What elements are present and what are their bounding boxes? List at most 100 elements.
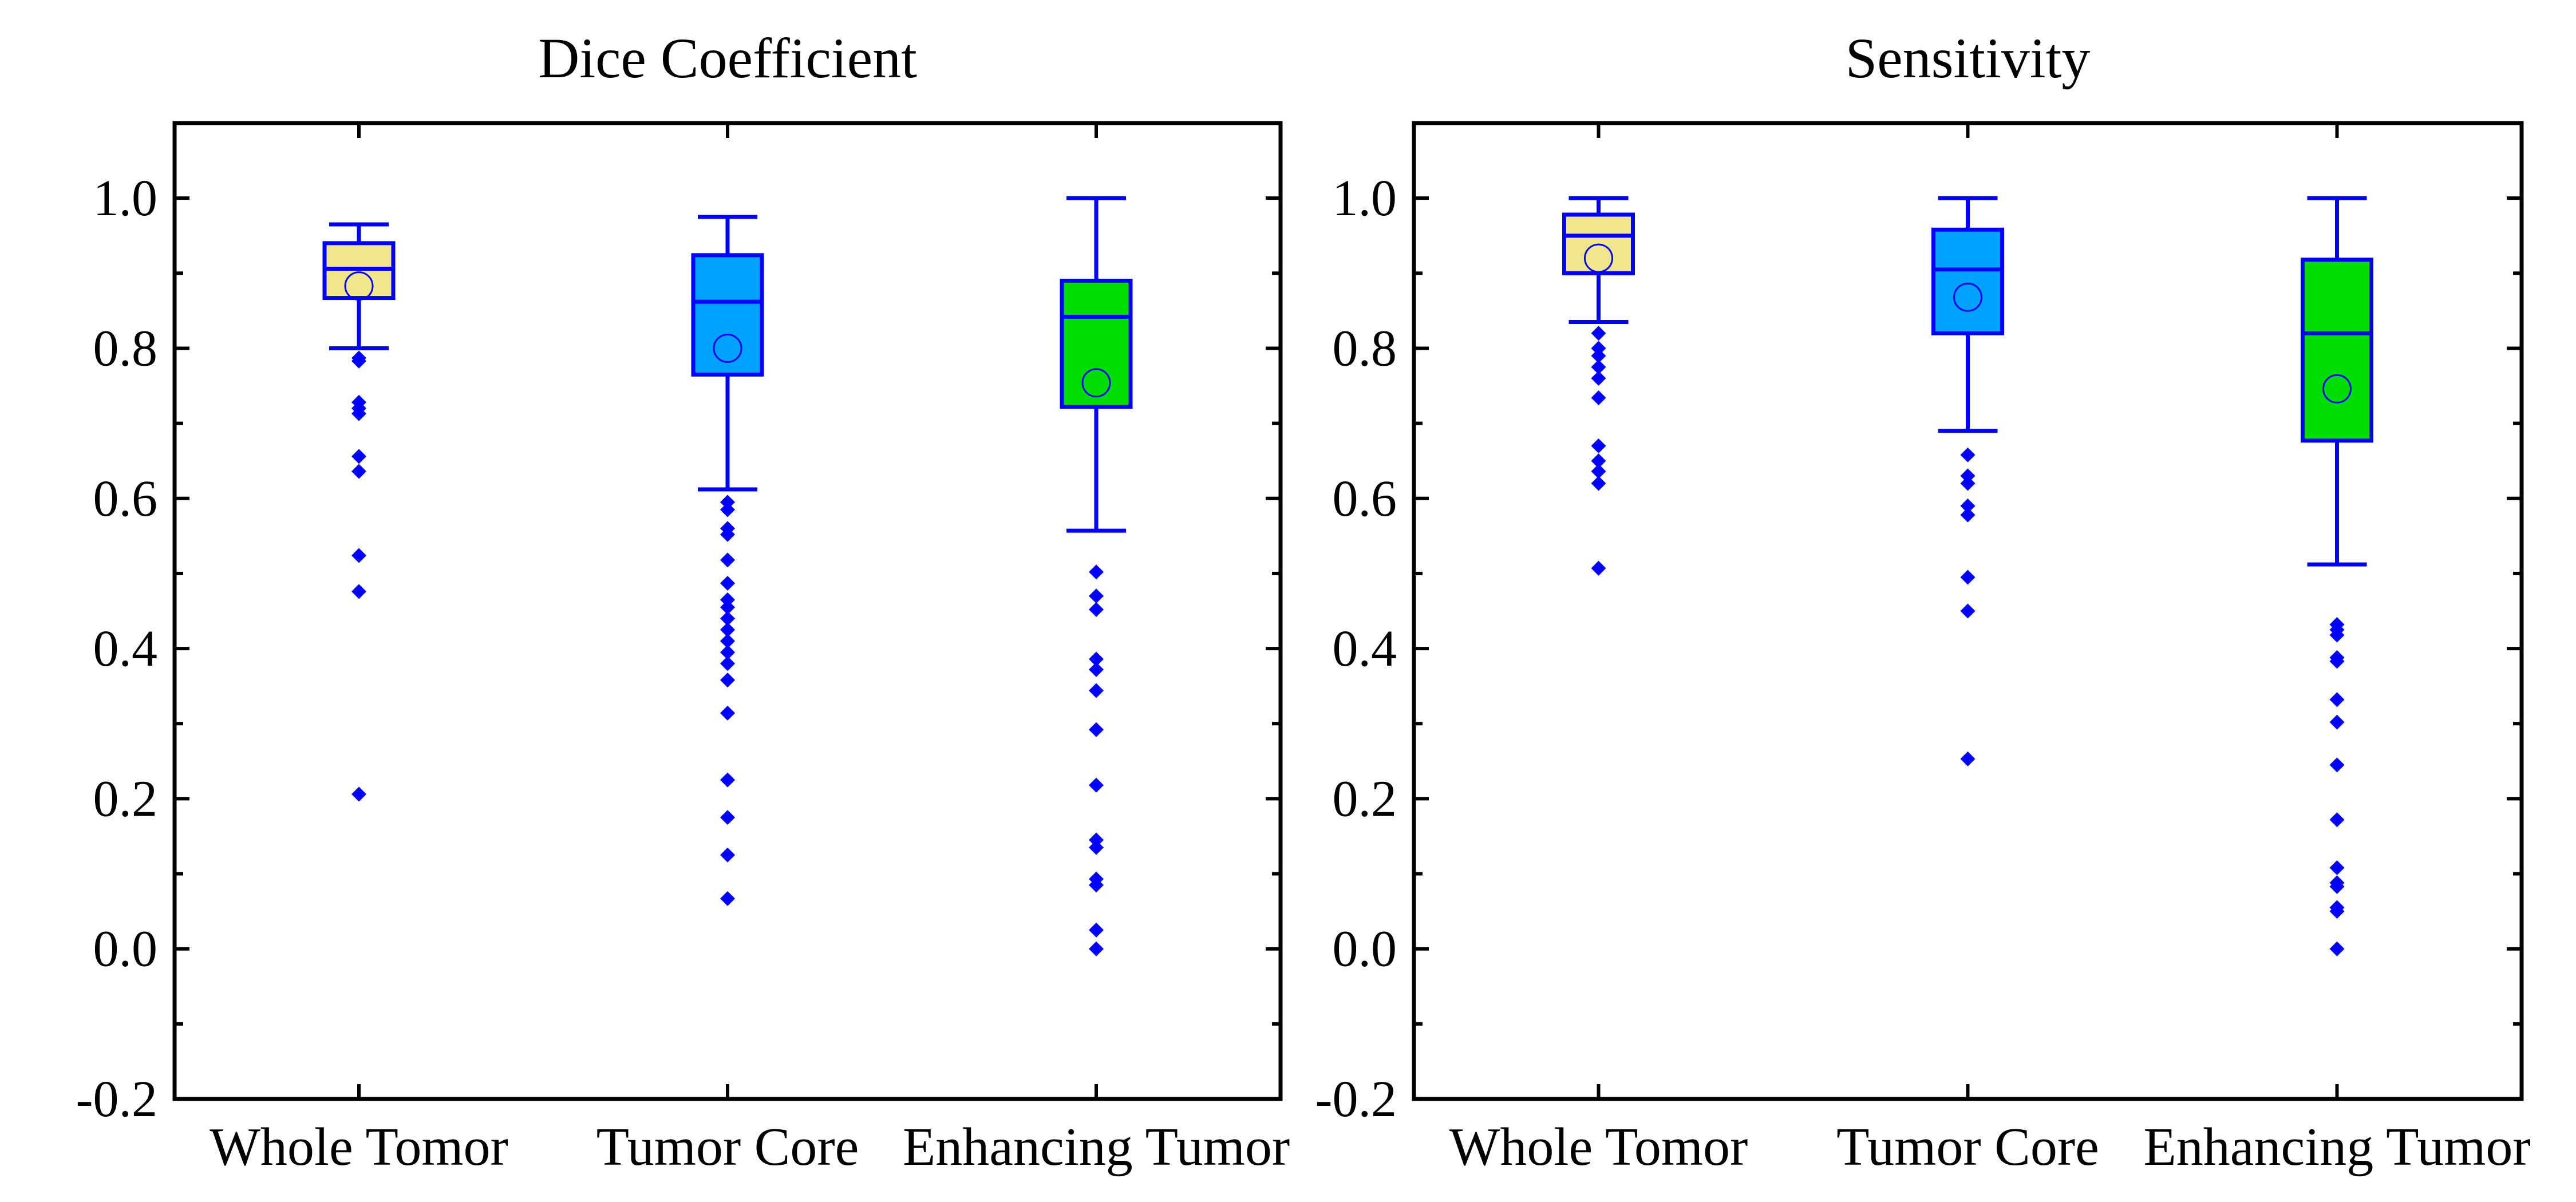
outlier-point (1089, 602, 1104, 617)
chart-title: Sensitivity (1846, 26, 2091, 90)
outlier-point (1591, 453, 1606, 469)
outlier-point (1960, 603, 1976, 619)
outlier-point (1591, 476, 1606, 491)
dice-coefficient-panel: Dice Coefficient -0.2 0.0 0.2 0.4 0.6 0.8 1.0 Wh… (76, 26, 1290, 1177)
x-category-label: Whole Tomor (1449, 1117, 1748, 1177)
box-2 (1931, 196, 2004, 766)
outlier-point (1591, 359, 1606, 375)
plot-frame (172, 121, 1283, 1101)
outlier-point (1089, 922, 1104, 938)
outlier-point (2329, 860, 2345, 876)
outlier-point (2329, 654, 2345, 669)
outlier-point (1960, 570, 1976, 585)
outlier-point (1591, 341, 1606, 356)
x-category-label: Enhancing Tumor (2143, 1117, 2530, 1177)
outlier-point (2329, 692, 2345, 707)
y-tick-label: 0.4 (1333, 620, 1397, 677)
outlier-point (1089, 941, 1104, 956)
box-1 (322, 222, 396, 802)
outlier-point (720, 495, 735, 510)
outlier-point (720, 552, 735, 568)
outlier-point (2329, 879, 2345, 894)
outlier-point (1089, 588, 1104, 604)
outlier-point (2329, 714, 2345, 730)
outlier-point (1960, 507, 1976, 523)
outlier-point (351, 353, 366, 369)
outlier-point (2329, 757, 2345, 773)
outlier-point (351, 449, 366, 464)
y-tick-label: 0.0 (93, 921, 158, 978)
outlier-point (720, 575, 735, 591)
outlier-point (351, 548, 366, 563)
outlier-point (1591, 390, 1606, 406)
y-tick-label: 0.8 (1333, 320, 1397, 377)
y-tick-label: 0.4 (93, 620, 158, 677)
outlier-point (720, 592, 735, 607)
mean-marker (1953, 282, 1982, 312)
outlier-point (1089, 877, 1104, 893)
outlier-point (720, 599, 735, 615)
y-tick-label: 1.0 (1333, 170, 1397, 227)
y-tick-label: 0.2 (1333, 770, 1397, 827)
y-tick-label: 0.0 (1333, 921, 1397, 978)
outlier-point (1089, 777, 1104, 793)
iqr-box (1931, 227, 2004, 335)
plot-frame (1412, 121, 2524, 1101)
outlier-point (2329, 904, 2345, 919)
x-category-label: Tumor Core (596, 1117, 859, 1177)
outlier-point (1089, 683, 1104, 698)
outlier-point (720, 633, 735, 649)
outlier-point (720, 656, 735, 671)
mean-marker (1584, 243, 1613, 273)
outlier-point (1960, 498, 1976, 513)
y-tick-label: 1.0 (93, 170, 158, 227)
outlier-point (1591, 560, 1606, 576)
outlier-point (2329, 941, 2345, 956)
outlier-point (1591, 370, 1606, 386)
outlier-point (720, 847, 735, 863)
outlier-point (720, 502, 735, 517)
outlier-point (720, 527, 735, 542)
outlier-point (351, 464, 366, 479)
mean-marker (344, 271, 374, 301)
outlier-point (720, 810, 735, 825)
outlier-point (1591, 326, 1606, 341)
sensitivity-panel: Sensitivity -0.2 0.0 0.2 0.4 0.6 0.8 1.0 Whole T… (1315, 26, 2531, 1177)
outlier-point (720, 673, 735, 688)
box-3 (1060, 196, 1133, 956)
outlier-point (1591, 348, 1606, 363)
outlier-point (1089, 722, 1104, 737)
x-category-label: Enhancing Tumor (903, 1117, 1290, 1177)
outlier-point (2329, 812, 2345, 828)
iqr-box (1060, 278, 1133, 409)
y-tick-label: -0.2 (76, 1071, 157, 1128)
outlier-point (1089, 662, 1104, 677)
mean-marker (713, 333, 742, 363)
chart-title: Dice Coefficient (538, 26, 917, 90)
y-tick-label: 0.6 (93, 470, 158, 527)
outlier-point (351, 584, 366, 599)
iqr-box (2301, 258, 2373, 443)
outlier-point (1960, 447, 1976, 462)
x-category-label: Whole Tomor (210, 1117, 508, 1177)
y-tick-label: 0.8 (93, 320, 158, 377)
outlier-point (1089, 564, 1104, 580)
x-category-label: Tumor Core (1836, 1117, 2099, 1177)
outlier-point (1089, 832, 1104, 848)
y-tick-label: 0.6 (1333, 470, 1397, 527)
outlier-point (351, 786, 366, 802)
outlier-point (720, 611, 735, 626)
outlier-point (1591, 438, 1606, 453)
mean-marker (2322, 374, 2352, 404)
outlier-point (1960, 476, 1976, 491)
mean-marker (1081, 368, 1111, 398)
box-3 (2301, 196, 2373, 956)
outlier-point (720, 645, 735, 660)
outlier-point (720, 705, 735, 721)
outlier-point (1089, 651, 1104, 667)
iqr-box (691, 253, 764, 377)
y-tick-label: -0.2 (1315, 1071, 1397, 1128)
box-1 (1562, 196, 1635, 576)
outlier-point (351, 406, 366, 421)
